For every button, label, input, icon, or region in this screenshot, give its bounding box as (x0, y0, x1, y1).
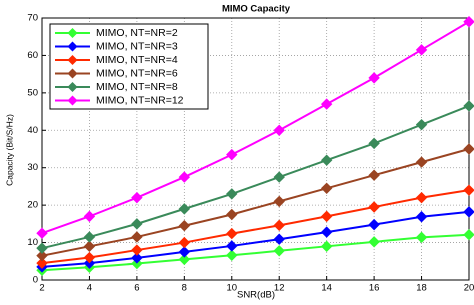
data-point (226, 249, 238, 262)
data-point (178, 220, 191, 232)
series-line (41, 20, 470, 235)
y-tick-label: 40 (27, 125, 38, 136)
data-point (320, 240, 333, 253)
data-point (83, 210, 96, 223)
x-tick-label: 16 (369, 283, 380, 294)
data-point (36, 242, 48, 254)
data-point (36, 257, 48, 269)
data-point (226, 208, 238, 221)
data-point (415, 44, 428, 56)
data-point (415, 191, 428, 204)
data-point (368, 218, 380, 231)
series-line (41, 210, 470, 268)
legend-marker (67, 82, 78, 92)
chart-title: MIMO Capacity (222, 4, 291, 15)
data-point (463, 229, 474, 241)
data-point (415, 211, 428, 223)
data-point (368, 169, 380, 181)
legend-marker (67, 68, 78, 79)
legend-marker (67, 55, 78, 65)
y-tick-label: 10 (27, 237, 38, 248)
data-point (368, 137, 380, 150)
data-point (226, 240, 238, 252)
data-point (320, 226, 333, 238)
legend-marker (67, 41, 78, 52)
legend-marker (67, 28, 78, 38)
data-point (226, 227, 238, 240)
legend-label: MIMO, NT=NR=12 (96, 94, 184, 106)
y-tick-label: 50 (27, 87, 38, 98)
data-point (320, 154, 333, 166)
legend-label: MIMO, NT=NR=3 (96, 40, 178, 52)
data-point (178, 236, 191, 249)
x-tick-label: 2 (39, 283, 44, 294)
data-point (415, 118, 428, 131)
data-point (368, 201, 380, 213)
x-tick-label: 8 (182, 283, 187, 294)
x-tick-label: 18 (416, 283, 427, 294)
data-point (463, 143, 474, 155)
data-point (463, 206, 474, 218)
series-line (41, 105, 470, 250)
data-point (226, 148, 238, 161)
x-axis-label: SNR(dB) (237, 290, 275, 300)
y-axis-label: Capacity (Bit/S/Hz) (4, 114, 14, 186)
x-tick-label: 4 (87, 283, 92, 294)
data-point (320, 210, 333, 223)
data-point (273, 233, 285, 245)
data-point (131, 191, 143, 204)
data-point (463, 184, 474, 196)
data-point (320, 98, 333, 110)
series-line (41, 148, 470, 257)
data-point (36, 249, 48, 262)
data-point (273, 245, 285, 257)
data-point (131, 231, 143, 243)
data-point (226, 188, 238, 200)
data-point (178, 203, 191, 215)
legend-box (49, 23, 209, 110)
data-point (415, 156, 428, 168)
data-point (83, 231, 96, 243)
data-point (463, 16, 474, 28)
series-line (41, 233, 470, 272)
x-tick-label: 12 (274, 283, 285, 294)
y-tick-label: 0 (33, 275, 38, 286)
data-point (36, 227, 48, 239)
data-point (273, 219, 285, 232)
legend-label: MIMO, NT=NR=4 (96, 54, 178, 66)
data-point (463, 100, 474, 112)
data-point (131, 218, 143, 230)
y-tick-label: 20 (27, 200, 38, 211)
y-tick-label: 60 (27, 50, 38, 61)
legend-label: MIMO, NT=NR=6 (96, 67, 178, 79)
data-point (131, 244, 143, 256)
data-point (83, 251, 96, 264)
y-tick-label: 30 (27, 162, 38, 173)
x-tick-label: 6 (134, 283, 139, 294)
data-point (178, 253, 191, 266)
data-point (368, 72, 380, 84)
data-point (131, 252, 143, 264)
data-point (368, 236, 380, 248)
data-point (320, 182, 333, 195)
legend-label: MIMO, NT=NR=8 (96, 81, 178, 93)
y-tick-label: 70 (27, 13, 38, 24)
data-point (273, 195, 285, 208)
x-tick-label: 14 (321, 283, 332, 294)
legend-label: MIMO, NT=NR=2 (96, 27, 178, 39)
legend-marker (67, 95, 78, 106)
data-point (273, 171, 285, 183)
data-point (178, 171, 191, 183)
series-line (41, 189, 470, 265)
x-tick-label: 10 (226, 283, 237, 294)
x-tick-label: 20 (464, 283, 474, 294)
data-point (273, 124, 285, 136)
data-point (415, 231, 428, 244)
data-point (178, 246, 191, 258)
data-point (83, 240, 96, 253)
